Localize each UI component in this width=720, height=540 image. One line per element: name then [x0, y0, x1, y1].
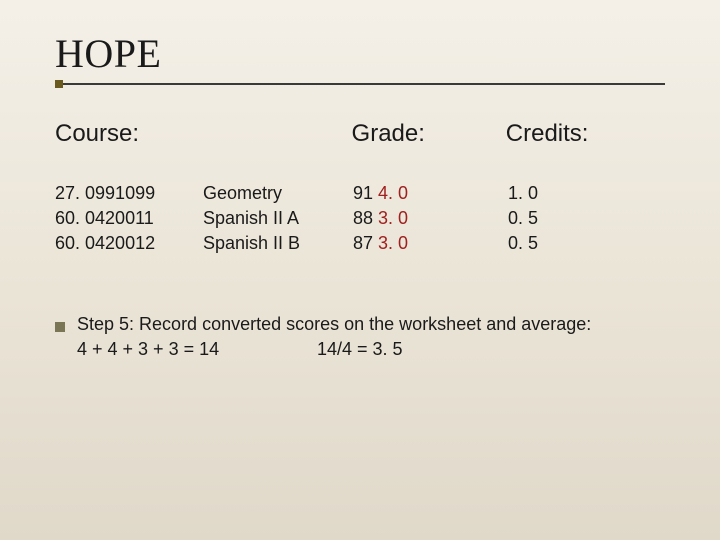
course-codes-column: 27. 0991099 60. 0420011 60. 0420012 [55, 183, 203, 254]
table-cell-name: Geometry [203, 183, 353, 204]
grade-number: 91 [353, 183, 373, 204]
table-cell-code: 60. 0420011 [55, 208, 203, 229]
grade-number: 87 [353, 233, 373, 254]
course-names-column: Geometry Spanish II A Spanish II B [203, 183, 353, 254]
table-cell-credit: 1. 0 [508, 183, 628, 204]
step-bullet-line: Step 5: Record converted scores on the w… [55, 314, 665, 335]
table-cell-name: Spanish II B [203, 233, 353, 254]
bullet-square-icon [55, 322, 65, 332]
table-cell-code: 60. 0420012 [55, 233, 203, 254]
divider-dot-icon [55, 80, 63, 88]
table-cell-credit: 0. 5 [508, 208, 628, 229]
slide-content: HOPE Course: Grade: Credits: 27. 0991099… [0, 0, 720, 400]
calc-left: 4 + 4 + 3 + 3 = 14 [77, 339, 317, 360]
data-section: 27. 0991099 60. 0420011 60. 0420012 Geom… [55, 183, 665, 254]
slide-title: HOPE [55, 30, 665, 77]
header-course: Course: [55, 120, 352, 148]
header-credits: Credits: [506, 120, 665, 148]
step-text: Step 5: Record converted scores on the w… [77, 314, 591, 335]
grades-column: 91 4. 0 88 3. 0 87 3. 0 [353, 183, 508, 254]
grade-points: 3. 0 [378, 233, 408, 254]
table-cell-name: Spanish II A [203, 208, 353, 229]
table-row-grade: 87 3. 0 [353, 233, 508, 254]
table-cell-code: 27. 0991099 [55, 183, 203, 204]
column-headers: Course: Grade: Credits: [55, 120, 665, 148]
grade-number: 88 [353, 208, 373, 229]
calculation-line: 4 + 4 + 3 + 3 = 14 14/4 = 3. 5 [77, 339, 665, 360]
table-row-grade: 91 4. 0 [353, 183, 508, 204]
calc-right: 14/4 = 3. 5 [317, 339, 403, 360]
header-grade: Grade: [352, 120, 506, 148]
table-cell-credit: 0. 5 [508, 233, 628, 254]
table-row-grade: 88 3. 0 [353, 208, 508, 229]
credits-column: 1. 0 0. 5 0. 5 [508, 183, 628, 254]
title-divider [55, 83, 665, 85]
grade-points: 4. 0 [378, 183, 408, 204]
grade-points: 3. 0 [378, 208, 408, 229]
